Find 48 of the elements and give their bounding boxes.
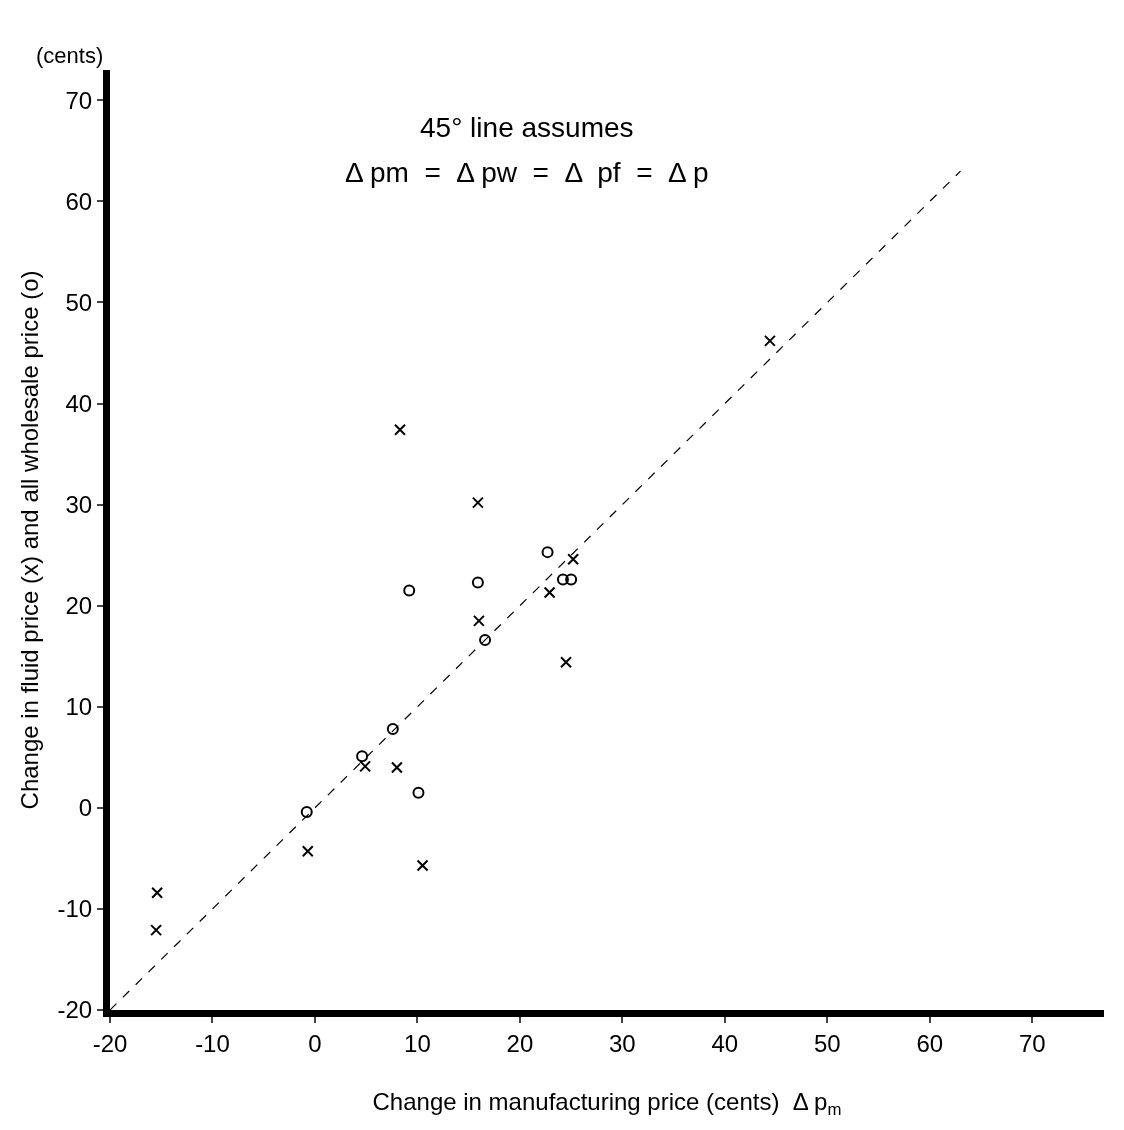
x-tick-label: 20 (506, 1029, 534, 1057)
x-tick-label: 0 (308, 1029, 322, 1057)
y-tick-label: 10 (65, 693, 93, 721)
y-tick-label: 20 (65, 592, 93, 620)
y-tick-label: -20 (57, 996, 93, 1024)
point (416, 859, 429, 872)
y-tick-label: 0 (78, 794, 93, 822)
annotation: 45° line assumes (420, 112, 634, 143)
point (359, 760, 372, 773)
point (394, 423, 406, 436)
point (472, 614, 485, 627)
y-tick-label: 40 (65, 389, 93, 417)
point (301, 845, 314, 858)
x-tick-label: -20 (92, 1029, 128, 1057)
point (567, 553, 580, 566)
x-tick-label: 40 (711, 1029, 739, 1057)
x-tick-label: 60 (916, 1029, 944, 1057)
point (390, 761, 403, 774)
point (386, 723, 399, 736)
point (412, 786, 425, 799)
point (763, 334, 776, 347)
point (543, 586, 556, 599)
point (403, 584, 416, 597)
point (150, 924, 163, 937)
point (471, 496, 484, 509)
point (560, 656, 573, 669)
x-tick-label: 50 (813, 1029, 841, 1057)
y-tick-label: -10 (57, 895, 93, 923)
y-tick-label: 30 (65, 491, 93, 519)
text: (cents) (36, 43, 104, 68)
y-axis-title: Change in fluid price (x) and all wholesale price (o) (15, 270, 43, 810)
x-tick-label: 30 (609, 1029, 636, 1057)
point (300, 805, 313, 818)
point (556, 573, 569, 586)
point (356, 750, 369, 763)
x-axis-title: Change in manufacturing price (cents) Δ p$_{m}$ (372, 1088, 842, 1120)
point (471, 576, 484, 589)
y-tick-label: 60 (65, 187, 93, 215)
x-tick-label: -10 (195, 1029, 230, 1057)
x-tick-label: 70 (1018, 1029, 1046, 1057)
annotation: Δ pm = Δ pw = Δ pf = Δ p (345, 157, 709, 188)
x-tick-label: 10 (404, 1029, 431, 1057)
y-tick-label: 50 (65, 288, 93, 316)
point (565, 573, 578, 586)
y-tick-label: 70 (65, 86, 93, 114)
point (151, 886, 164, 899)
point (541, 546, 554, 559)
point (479, 634, 492, 647)
